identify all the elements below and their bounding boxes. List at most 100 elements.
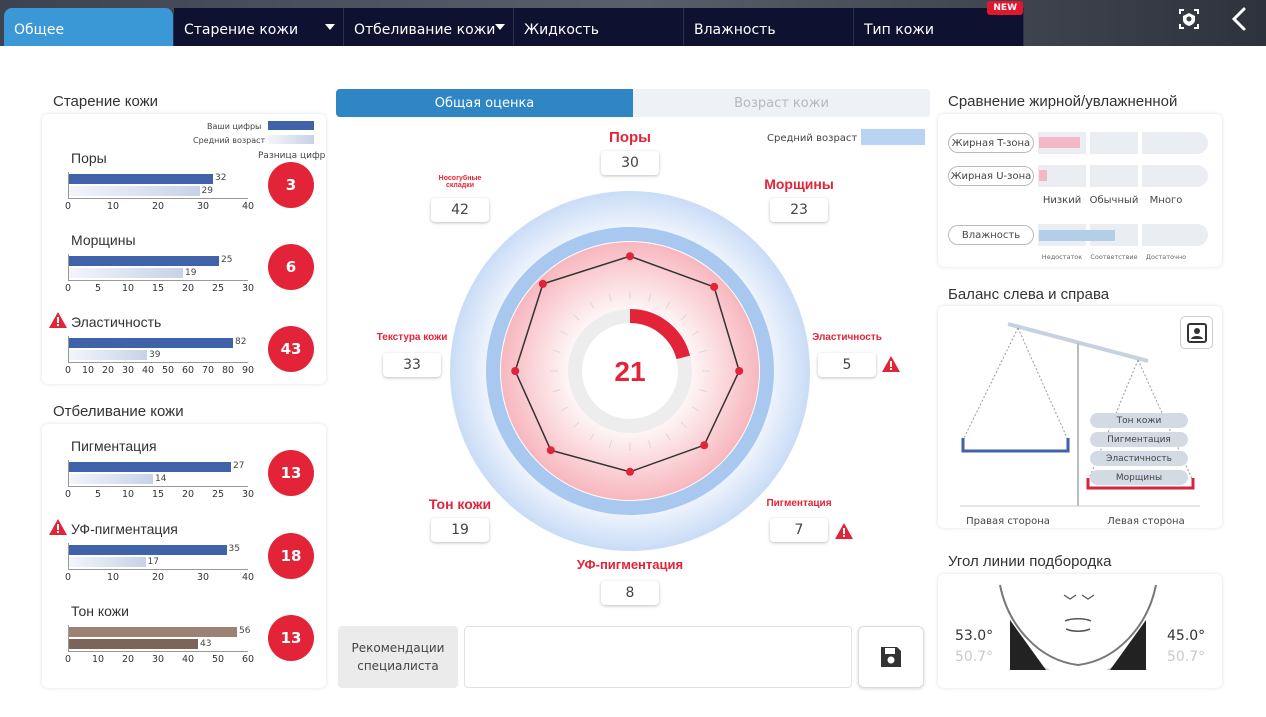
tick-label: 20 xyxy=(181,283,195,294)
average-value-label: 29 xyxy=(201,186,213,196)
average-value-bar xyxy=(69,474,153,484)
tick-label: 10 xyxy=(91,654,105,665)
bar-chart: 27 14 0 5 10 15 20 25 30 xyxy=(65,460,268,500)
gauge-tick xyxy=(573,314,580,321)
chevron-down-icon[interactable] xyxy=(325,24,335,30)
specialist-recommendations-button[interactable]: Рекомендации специалиста xyxy=(338,626,458,688)
recommendations-input[interactable] xyxy=(464,626,852,688)
radar-point xyxy=(546,446,555,455)
oily-title: Сравнение жирной/увлажненной xyxy=(948,93,1178,110)
average-value-bar xyxy=(69,639,198,649)
tick-label: 0 xyxy=(64,283,72,294)
radar-axis-label: Поры xyxy=(609,129,651,146)
your-value-bar xyxy=(69,462,231,472)
right-side-label: Правая сторона xyxy=(966,516,1050,527)
overall-score: 21 xyxy=(614,356,645,387)
tab-bar: Общее Старение кожи Отбеливание кожи Жидкос… xyxy=(4,1,1024,46)
average-value-bar xyxy=(69,557,146,567)
tick-label: 10 xyxy=(106,201,120,212)
gauge-tick xyxy=(648,293,652,302)
top-icons xyxy=(1174,4,1254,34)
your-value-bar xyxy=(69,174,213,184)
chevron-down-icon[interactable] xyxy=(495,24,505,30)
radar-value-box: 30 xyxy=(601,151,659,175)
your-value-bar xyxy=(69,627,237,637)
tick-label: 40 xyxy=(181,654,195,665)
pigmentation-warning-icon xyxy=(835,523,853,539)
warning-icon xyxy=(49,519,67,535)
tab-0[interactable]: Общее xyxy=(4,8,174,46)
average-value-label: 39 xyxy=(149,350,161,360)
tab-3[interactable]: Жидкость xyxy=(514,8,684,46)
tab-skin-age[interactable]: Возраст кожи xyxy=(633,89,930,117)
radar-point xyxy=(710,282,719,291)
tick-label: 0 xyxy=(64,201,72,212)
bar-chart: 25 19 0 5 10 15 20 25 30 xyxy=(64,254,268,294)
tab-5[interactable]: Тип кожи NEW xyxy=(854,1,1024,46)
gauge-tick xyxy=(699,389,708,393)
your-value-label: 35 xyxy=(228,544,240,554)
difference-badge: 43 xyxy=(268,326,314,372)
tick-label: 10 xyxy=(106,572,120,583)
aging-title: Старение кожи xyxy=(53,93,159,110)
face-view-button[interactable] xyxy=(1180,316,1213,349)
tab-label: Общее xyxy=(14,22,65,38)
metric-label: Пигментация xyxy=(71,438,157,454)
your-value-bar xyxy=(69,545,227,555)
oily-zone-label: Жирная T-зона xyxy=(948,133,1034,153)
balance-item: Эластичность xyxy=(1090,451,1188,466)
chin-right-average: 50.7° xyxy=(955,649,994,665)
center-tabs: Общая оценка Возраст кожи xyxy=(336,89,930,117)
radar-axis-label: Пигментация xyxy=(766,498,832,509)
oily-zone-label: Жирная U-зона xyxy=(948,166,1034,186)
tick-label: 30 xyxy=(241,489,255,500)
left-side-label: Левая сторона xyxy=(1107,516,1185,527)
gauge-tick xyxy=(665,433,671,441)
your-value-label: 27 xyxy=(233,461,245,471)
diff-header: Разница цифр xyxy=(258,151,326,161)
gauge-tick xyxy=(552,389,561,393)
back-icon[interactable] xyxy=(1224,4,1254,34)
moisture-level-label: Недостаток xyxy=(1041,253,1083,261)
average-value-label: 19 xyxy=(185,268,197,278)
tick-label: 25 xyxy=(211,283,225,294)
radar-value-box: 33 xyxy=(383,353,441,377)
tick-label: 10 xyxy=(121,489,135,500)
bar-chart: 56 43 0 10 20 30 40 50 60 xyxy=(65,625,268,665)
difference-badge: 13 xyxy=(268,450,314,496)
legend-avg-swatch xyxy=(268,135,314,144)
difference-badge: 18 xyxy=(268,533,314,579)
tab-4[interactable]: Влажность xyxy=(684,8,854,46)
chin-right-angle: 53.0° xyxy=(955,628,994,644)
top-bar: Общее Старение кожи Отбеливание кожи Жидкос… xyxy=(0,0,1266,46)
tab-overall-score[interactable]: Общая оценка xyxy=(336,89,633,117)
tick-label: 0 xyxy=(64,572,72,583)
average-value-label: 17 xyxy=(147,557,159,567)
tab-2[interactable]: Отбеливание кожи xyxy=(344,8,514,46)
level-cell xyxy=(1142,165,1208,187)
moisture-level-fill xyxy=(1039,230,1115,241)
average-value-label: 14 xyxy=(155,474,167,484)
chin-title: Угол линии подбородка xyxy=(948,553,1112,570)
gauge-tick xyxy=(552,349,561,353)
gauge-tick xyxy=(699,349,708,353)
chin-left-average: 50.7° xyxy=(1167,649,1206,665)
radar-point xyxy=(626,467,634,476)
radar-axis-label: Текстура кожи xyxy=(376,332,448,343)
legend-avg-label: Средний возраст xyxy=(193,136,266,145)
save-button[interactable] xyxy=(858,626,924,688)
gauge-tick xyxy=(608,440,612,449)
tick-label: 40 xyxy=(241,572,255,583)
legend-yours-label: Ваши цифры xyxy=(207,122,262,131)
tick-label: 30 xyxy=(196,201,210,212)
oil-level-label: Обычный xyxy=(1089,195,1139,206)
radar-value-box: 8 xyxy=(601,581,659,605)
gauge-tick xyxy=(560,330,568,336)
camera-icon[interactable] xyxy=(1174,4,1204,34)
center-avg-legend: Средний возраст xyxy=(767,133,858,144)
tab-1[interactable]: Старение кожи xyxy=(174,8,344,46)
radar-axis-label: Носогубные складки xyxy=(438,175,482,189)
your-value-bar xyxy=(69,256,219,266)
tick-label: 30 xyxy=(241,283,255,294)
chin-illustration xyxy=(999,584,1157,670)
